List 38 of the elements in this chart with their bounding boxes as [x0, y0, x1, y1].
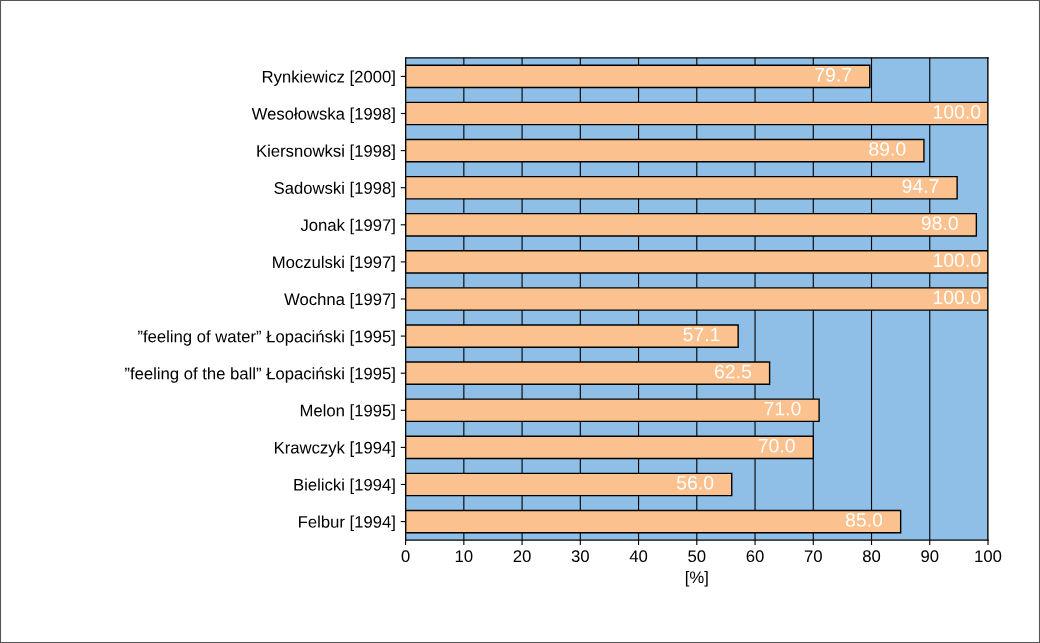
data-label: 70.0	[758, 438, 795, 453]
x-tick-label: 50	[688, 550, 706, 563]
data-label: 57.1	[683, 327, 720, 342]
data-label: 98.0	[921, 216, 958, 231]
x-tick-label: 80	[862, 550, 881, 563]
x-tick-label: 0	[401, 550, 410, 563]
data-label: 71.0	[764, 401, 801, 416]
x-tick-label: 90	[921, 550, 939, 563]
y-tick-label: Sadowski [1998]	[274, 181, 395, 198]
x-tick-label: 100	[975, 550, 1002, 563]
data-label: 100.0	[933, 104, 981, 119]
y-tick-label: Bielicki [1994]	[294, 478, 395, 494]
x-tick-label: 30	[571, 550, 589, 563]
y-tick-label: ”feeling of the ball” Łopaciński [1995]	[125, 367, 395, 383]
data-label: 100.0	[933, 290, 981, 305]
data-label: 85.0	[845, 513, 883, 527]
y-tick-label: Moczulski [1997]	[273, 255, 395, 272]
data-label: 100.0	[933, 253, 981, 268]
y-tick-label: Rynkiewicz [2000]	[262, 70, 395, 86]
y-tick-label: Jonak [1997]	[300, 218, 395, 235]
data-label: 89.0	[869, 142, 906, 156]
data-label: 94.7	[902, 179, 939, 193]
x-tick-label: 10	[455, 550, 473, 563]
y-tick-label: Melon [1995]	[300, 404, 395, 420]
y-tick-label: Wesołowska [1998]	[251, 107, 395, 124]
y-tick-label: ”feeling of water” Łopaciński [1995]	[138, 329, 395, 346]
y-tick-label: Krawczyk [1994]	[274, 441, 395, 457]
data-label: 79.7	[815, 67, 852, 82]
x-tick-label: 70	[804, 550, 822, 563]
x-tick-label: 60	[746, 550, 764, 563]
y-tick-label: Felbur [1994]	[299, 515, 395, 532]
y-tick-label: Kiersnowksi [1998]	[257, 144, 395, 161]
y-tick-label: Wochna [1997]	[284, 292, 395, 309]
data-label: 56.0	[676, 475, 714, 490]
x-tick-label: 40	[629, 550, 648, 563]
x-tick-label: 20	[513, 550, 531, 563]
x-axis-title: [%]	[685, 570, 708, 587]
data-label: 62.5	[715, 364, 752, 379]
